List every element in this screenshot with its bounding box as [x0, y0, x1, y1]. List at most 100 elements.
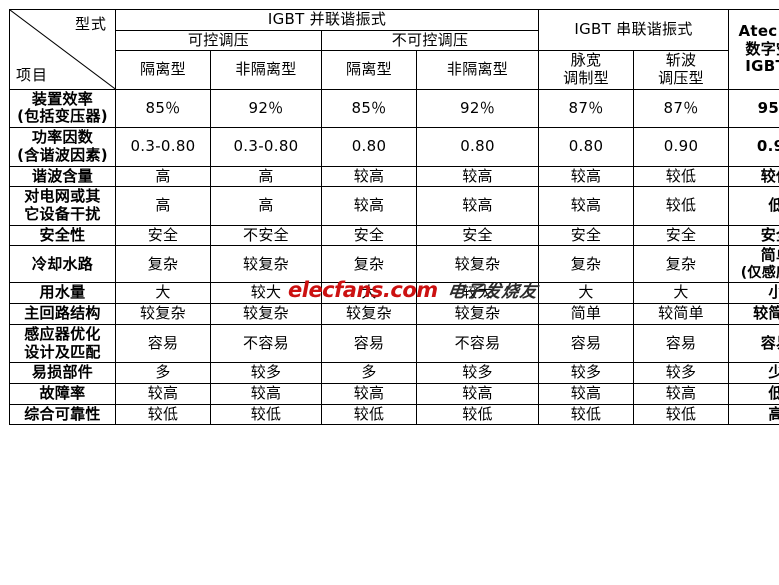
data-cell: 较低 [539, 404, 634, 425]
table-row: 用水量 大 较大 大 较大 大 大 小 [10, 283, 779, 304]
atec-header-line-3: IGBT 式 [731, 58, 779, 76]
data-cell: 复杂 [322, 246, 417, 283]
data-cell: 安全 [322, 225, 417, 246]
table-row: 谐波含量 高 高 较高 较高 较高 较低 较低 [10, 166, 779, 187]
product-comparison-table: 型式 项目 IGBT 并联谐振式 IGBT 串联谐振式 Atec 系列 数字空冷… [9, 9, 779, 425]
corner-type-label: 型式 [75, 16, 107, 34]
atec-header-line-2: 数字空冷 [731, 41, 779, 59]
leaf-header-nonisolated-2: 非隔离型 [417, 51, 539, 89]
data-cell: 较多 [539, 363, 634, 384]
data-cell: 85％ [116, 89, 211, 127]
data-cell: 大 [116, 283, 211, 304]
data-cell: 容易 [539, 324, 634, 362]
sub-header-uncontrollable: 不可控调压 [322, 30, 539, 51]
data-cell: 较多 [211, 363, 322, 384]
sub-header-chopper: 斩波 调压型 [634, 51, 729, 89]
group-header-parallel: IGBT 并联谐振式 [116, 10, 539, 31]
comparison-table-sheet: 型式 项目 IGBT 并联谐振式 IGBT 串联谐振式 Atec 系列 数字空冷… [0, 9, 779, 585]
row-label-line-1: 主回路结构 [12, 305, 113, 323]
data-cell: 较复杂 [417, 304, 539, 325]
data-cell-atec: 容易 [729, 324, 779, 362]
data-cell: 0.90 [634, 128, 729, 166]
data-cell-atec: 简单 (仅感应器) [729, 246, 779, 283]
table-row: 综合可靠性 较低 较低 较低 较低 较低 较低 高 [10, 404, 779, 425]
data-cell: 87％ [539, 89, 634, 127]
data-cell: 较低 [116, 404, 211, 425]
data-cell: 较大 [211, 283, 322, 304]
data-cell: 大 [634, 283, 729, 304]
data-cell: 较低 [634, 187, 729, 225]
row-label: 冷却水路 [10, 246, 116, 283]
data-cell: 安全 [417, 225, 539, 246]
data-cell: 较多 [634, 363, 729, 384]
data-cell: 较高 [634, 383, 729, 404]
data-cell: 较高 [539, 383, 634, 404]
data-cell: 较复杂 [211, 304, 322, 325]
corner-header-cell: 型式 项目 [10, 10, 116, 90]
data-cell: 高 [116, 166, 211, 187]
row-label: 感应器优化 设计及匹配 [10, 324, 116, 362]
corner-item-label: 项目 [16, 67, 48, 85]
pwm-line-2: 调制型 [541, 70, 631, 88]
data-cell: 较高 [417, 166, 539, 187]
data-cell: 较简单 [634, 304, 729, 325]
row-label-line-1: 综合可靠性 [12, 406, 113, 424]
row-label: 对电网或其 它设备干扰 [10, 187, 116, 225]
data-cell: 较低 [417, 404, 539, 425]
atec-header-line-1: Atec 系列 [731, 23, 779, 41]
data-cell: 较复杂 [417, 246, 539, 283]
data-cell: 92％ [211, 89, 322, 127]
data-cell: 87％ [634, 89, 729, 127]
table-row: 功率因数 (含谐波因素) 0.3-0.80 0.3-0.80 0.80 0.80… [10, 128, 779, 166]
data-cell: 安全 [634, 225, 729, 246]
header-row-3: 隔离型 非隔离型 隔离型 非隔离型 脉宽 调制型 斩波 调压型 [10, 51, 779, 89]
atec-value-line-2: (仅感应器) [731, 265, 779, 282]
row-label-line-1: 对电网或其 [12, 188, 113, 206]
row-label-line-1: 安全性 [12, 227, 113, 245]
row-label: 谐波含量 [10, 166, 116, 187]
leaf-header-isolated-1: 隔离型 [116, 51, 211, 89]
row-label-line-1: 用水量 [12, 284, 113, 302]
data-cell: 92％ [417, 89, 539, 127]
row-label-line-1: 感应器优化 [12, 326, 113, 344]
sub-header-controllable: 可控调压 [116, 30, 322, 51]
leaf-header-nonisolated-1: 非隔离型 [211, 51, 322, 89]
row-label-line-2: 它设备干扰 [12, 206, 113, 224]
data-cell-atec: 低 [729, 383, 779, 404]
row-label-line-1: 谐波含量 [12, 168, 113, 186]
row-label-line-2: (含谐波因素) [12, 147, 113, 165]
data-cell: 较高 [211, 383, 322, 404]
data-cell: 较高 [116, 383, 211, 404]
row-label-line-1: 装置效率 [12, 91, 113, 109]
data-cell: 较高 [417, 383, 539, 404]
data-cell: 较低 [322, 404, 417, 425]
header-row-1: 型式 项目 IGBT 并联谐振式 IGBT 串联谐振式 Atec 系列 数字空冷… [10, 10, 779, 31]
data-cell: 0.80 [539, 128, 634, 166]
data-cell: 容易 [634, 324, 729, 362]
data-cell: 0.3-0.80 [211, 128, 322, 166]
table-row: 主回路结构 较复杂 较复杂 较复杂 较复杂 简单 较简单 较简单 [10, 304, 779, 325]
atec-value-line-1: 简单 [731, 247, 779, 265]
data-cell: 多 [116, 363, 211, 384]
data-cell: 0.3-0.80 [116, 128, 211, 166]
data-cell-atec: 较低 [729, 166, 779, 187]
table-row: 装置效率 (包括变压器) 85％ 92％ 85％ 92％ 87％ 87％ 95％ [10, 89, 779, 127]
data-cell: 复杂 [634, 246, 729, 283]
row-label: 主回路结构 [10, 304, 116, 325]
data-cell: 较高 [322, 383, 417, 404]
data-cell-atec: 95％ [729, 89, 779, 127]
data-cell: 复杂 [116, 246, 211, 283]
data-cell: 高 [116, 187, 211, 225]
data-cell: 较复杂 [116, 304, 211, 325]
row-label-line-1: 冷却水路 [12, 256, 113, 274]
data-cell: 较高 [322, 187, 417, 225]
table-row: 冷却水路 复杂 较复杂 复杂 较复杂 复杂 复杂 简单 (仅感应器) [10, 246, 779, 283]
data-cell: 85％ [322, 89, 417, 127]
data-cell: 多 [322, 363, 417, 384]
data-cell: 较多 [417, 363, 539, 384]
data-cell: 安全 [116, 225, 211, 246]
data-cell: 大 [322, 283, 417, 304]
row-label: 易损部件 [10, 363, 116, 384]
data-cell: 大 [539, 283, 634, 304]
data-cell-atec: 安全 [729, 225, 779, 246]
